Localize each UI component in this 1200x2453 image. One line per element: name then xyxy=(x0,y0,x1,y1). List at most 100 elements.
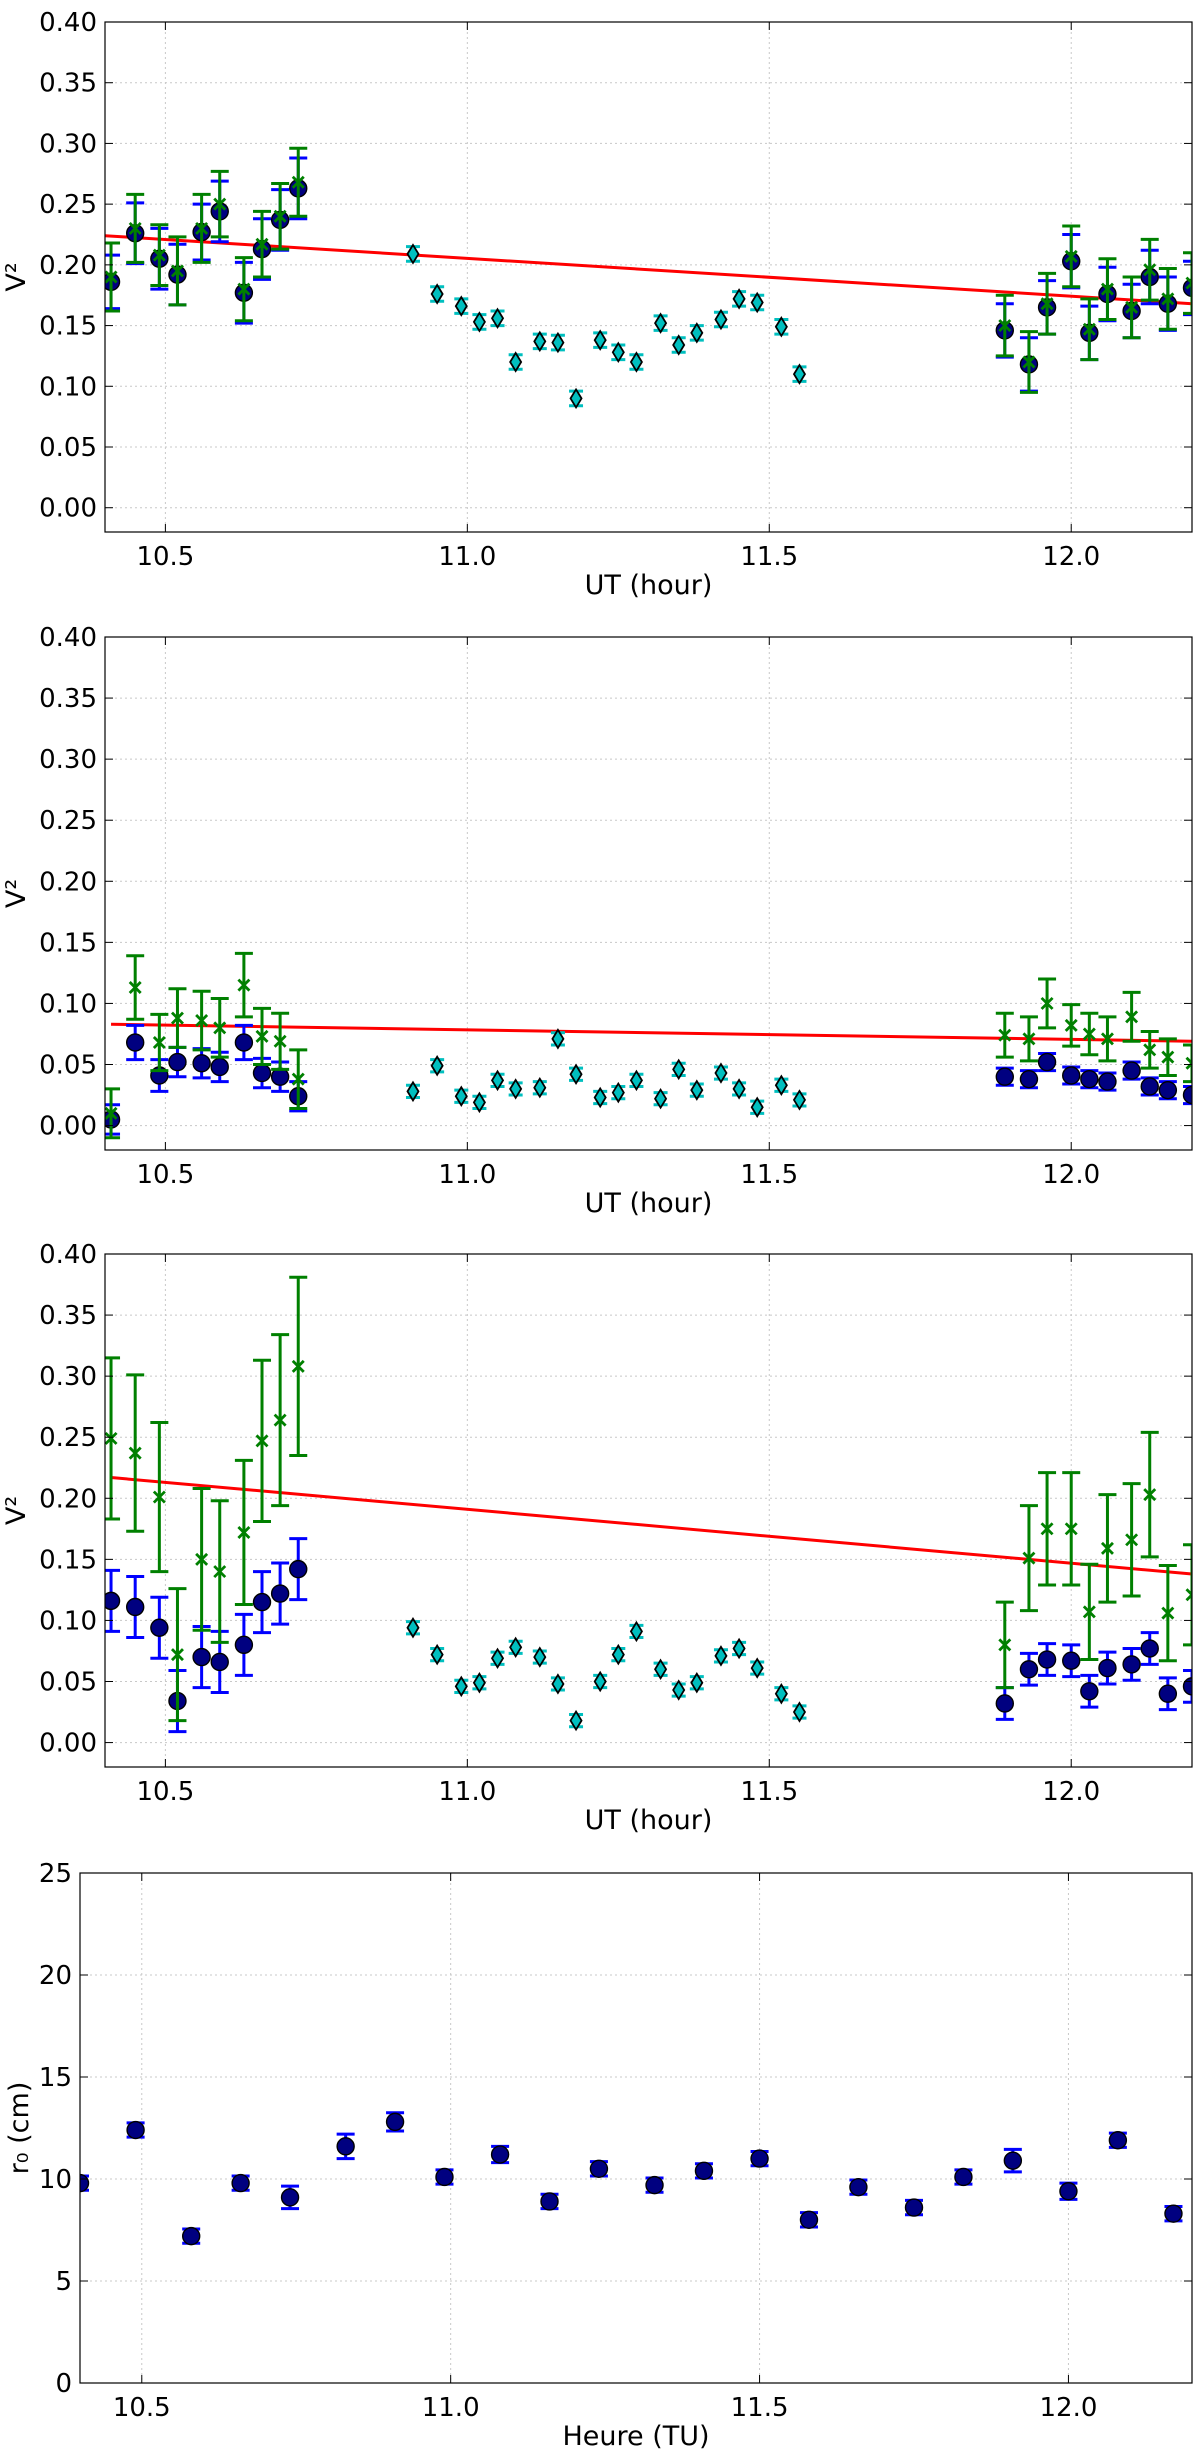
data-point xyxy=(593,1670,607,1693)
data-point xyxy=(152,1036,166,1049)
y-tick-label: 0.30 xyxy=(39,129,97,159)
y-axis-label: V² xyxy=(1,262,32,291)
plot-frame xyxy=(104,636,1193,1151)
y-axis-label: V² xyxy=(1,879,32,908)
data-point xyxy=(750,1657,764,1679)
data-point xyxy=(1161,1606,1175,1620)
data-point xyxy=(150,1618,169,1637)
y-tick-label: 0.00 xyxy=(39,494,97,524)
y-tick-label: 0.25 xyxy=(39,806,97,836)
data-point xyxy=(551,1028,565,1050)
data-point xyxy=(1040,1522,1054,1536)
data-point xyxy=(629,351,643,373)
chart-panel-1: 10.5 11.0 11.5 12.0 0.00 0.05 0.10 0.15 0.20 0.25… xyxy=(1,8,1193,601)
x-tick-label: 11.0 xyxy=(438,1160,496,1190)
data-point xyxy=(210,1057,229,1077)
y-tick-label: 0 xyxy=(55,2369,72,2399)
data-point xyxy=(195,1014,209,1028)
data-point xyxy=(192,1054,211,1073)
data-point xyxy=(472,1671,486,1694)
y-tick-label: 0.40 xyxy=(39,1240,97,1270)
data-point xyxy=(1098,1658,1117,1678)
data-point xyxy=(273,1413,287,1427)
data-point xyxy=(105,1591,121,1611)
data-point xyxy=(195,221,209,235)
data-point xyxy=(732,288,746,310)
data-point xyxy=(255,1029,269,1043)
x-tick-label: 11.0 xyxy=(438,1777,496,1807)
data-point xyxy=(1098,1072,1117,1091)
data-point xyxy=(170,1011,184,1025)
data-point xyxy=(1019,1660,1039,1679)
data-point xyxy=(234,1635,254,1655)
x-tick-label: 12.0 xyxy=(1042,542,1100,572)
error-bar xyxy=(1183,1669,1192,1704)
data-point xyxy=(1080,1682,1099,1701)
data-point xyxy=(1062,1066,1081,1085)
y-tick-label: 25 xyxy=(39,1859,72,1889)
x-axis-label: UT (hour) xyxy=(585,1805,713,1836)
data-point xyxy=(231,2173,250,2193)
y-tick-label: 0.40 xyxy=(39,623,97,653)
x-axis-label: UT (hour) xyxy=(585,1188,713,1219)
data-point xyxy=(490,1647,505,1670)
series-science-target xyxy=(405,1617,807,1732)
data-point xyxy=(126,2120,145,2140)
x-tick-label: 11.5 xyxy=(740,1777,798,1807)
data-point xyxy=(533,1076,547,1099)
y-tick-label: 20 xyxy=(39,1961,72,1991)
data-point xyxy=(589,2159,609,2179)
data-point xyxy=(128,221,142,235)
y-tick-label: 0.15 xyxy=(39,928,97,958)
data-point xyxy=(690,1671,704,1694)
error-bar xyxy=(1183,1043,1192,1084)
data-point xyxy=(195,1552,209,1566)
data-point xyxy=(289,1559,308,1579)
data-point xyxy=(192,1647,211,1667)
data-point xyxy=(904,2198,924,2217)
data-point xyxy=(490,1069,505,1092)
data-point xyxy=(237,978,251,992)
data-point xyxy=(1037,1052,1057,1072)
data-point xyxy=(234,1033,254,1052)
data-point xyxy=(569,387,583,410)
data-point xyxy=(774,316,788,338)
y-tick-label: 0.35 xyxy=(39,1301,97,1331)
series-science-target xyxy=(405,243,807,410)
data-point xyxy=(569,1709,583,1732)
data-point xyxy=(593,1086,607,1109)
data-point xyxy=(611,341,625,364)
data-point xyxy=(750,1096,764,1118)
data-point xyxy=(1161,1050,1175,1064)
series-calibrator-green xyxy=(105,146,1192,394)
data-point xyxy=(1003,2151,1023,2170)
data-point xyxy=(995,1067,1014,1086)
data-point xyxy=(1100,1541,1114,1555)
data-point xyxy=(690,322,704,344)
y-tick-label: 0.20 xyxy=(39,1484,97,1514)
data-point xyxy=(672,1058,686,1081)
data-point xyxy=(125,1597,145,1617)
data-point xyxy=(168,1052,187,1072)
data-point xyxy=(1022,1551,1036,1565)
y-tick-label: 0.20 xyxy=(39,867,97,897)
data-point xyxy=(690,1079,704,1101)
fit-line xyxy=(111,1022,1192,1043)
data-point xyxy=(1140,1077,1159,1096)
x-tick-label: 10.5 xyxy=(136,1160,194,1190)
data-point xyxy=(509,351,523,373)
data-point xyxy=(336,2137,355,2156)
x-tick-label: 11.0 xyxy=(422,2393,480,2423)
data-point xyxy=(611,1081,625,1104)
data-point xyxy=(732,1637,746,1660)
data-point xyxy=(533,1646,547,1668)
data-point xyxy=(454,295,468,317)
y-tick-label: 0.35 xyxy=(39,684,97,714)
error-bar xyxy=(1183,1543,1192,1647)
x-tick-label: 10.5 xyxy=(136,1777,194,1807)
data-point xyxy=(430,283,444,305)
y-tick-label: 0.05 xyxy=(39,1051,97,1081)
y-tick-label: 0.05 xyxy=(39,1668,97,1698)
data-point xyxy=(1185,276,1192,290)
data-point xyxy=(611,1643,625,1666)
